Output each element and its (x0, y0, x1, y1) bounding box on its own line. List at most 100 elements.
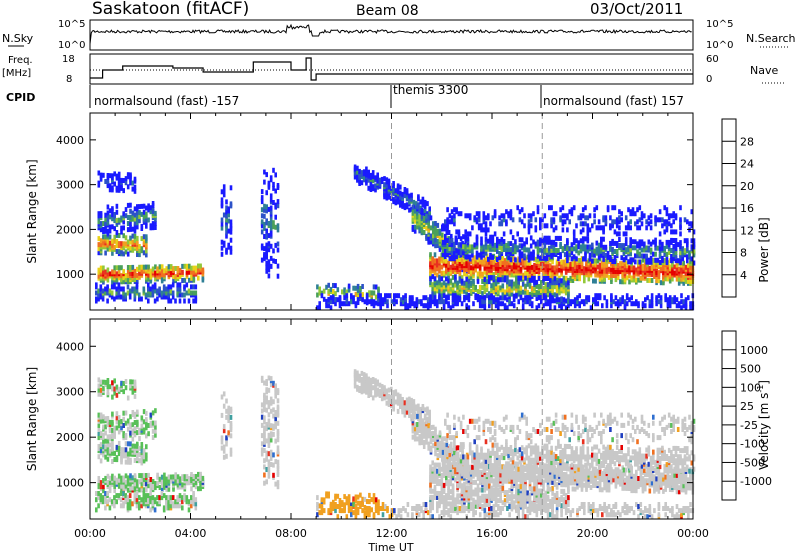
heatmap-cell (183, 284, 186, 290)
heatmap-cell (111, 238, 114, 244)
heatmap-cell (274, 481, 277, 487)
heatmap-cell (201, 475, 205, 481)
heatmap-cell (119, 491, 123, 496)
heatmap-cell (647, 215, 651, 221)
heatmap-cell (122, 286, 125, 292)
heatmap-cell (418, 226, 421, 232)
heatmap-cell (630, 301, 633, 307)
heatmap-cell (451, 274, 455, 280)
heatmap-cell (318, 290, 321, 296)
heatmap-cell (322, 288, 326, 294)
heatmap-cell (636, 219, 639, 225)
heatmap-cell (368, 499, 371, 505)
heatmap-cell (126, 451, 130, 457)
heatmap-cell (117, 429, 121, 435)
heatmap-cell (197, 275, 200, 281)
heatmap-cell (459, 211, 463, 217)
heatmap-cell (227, 242, 230, 248)
heatmap-cell (199, 471, 202, 477)
heatmap-cell (136, 224, 139, 230)
heatmap-cell (115, 217, 119, 223)
heatmap-cell (658, 239, 662, 245)
heatmap-cell (476, 271, 480, 277)
heatmap-cell (101, 288, 105, 294)
heatmap-cell (503, 303, 507, 309)
heatmap-cell (115, 290, 118, 296)
heatmap-cell (543, 213, 547, 219)
heatmap-cell (154, 221, 157, 226)
heatmap-cell (596, 293, 600, 299)
heatmap-cell (416, 214, 419, 220)
heatmap-cell (97, 288, 100, 294)
heatmap-cell (619, 261, 622, 267)
heatmap-cell (276, 398, 280, 404)
heatmap-cell (104, 379, 107, 385)
heatmap-cell (138, 427, 141, 433)
heatmap-cell (120, 177, 123, 183)
heatmap-cell (269, 408, 273, 414)
heatmap-cell (427, 221, 430, 227)
heatmap-cell (265, 172, 268, 178)
heatmap-cell (578, 293, 581, 299)
heatmap-cell (460, 301, 464, 307)
heatmap-cell (481, 291, 484, 297)
heatmap-cell (102, 221, 105, 226)
heatmap-cell (129, 271, 132, 276)
heatmap-cell (474, 259, 477, 265)
heatmap-cell (671, 297, 674, 303)
heatmap-cell (670, 237, 673, 243)
heatmap-cell (625, 293, 629, 299)
heatmap-cell (113, 269, 116, 275)
heatmap-cell (99, 387, 103, 393)
heatmap-cell (133, 268, 137, 274)
heatmap-cell (140, 473, 144, 479)
heatmap-cell (269, 423, 273, 429)
heatmap-cell (515, 279, 518, 285)
heatmap-cell (507, 211, 510, 217)
heatmap-cell (403, 187, 407, 192)
heatmap-cell (456, 445, 460, 451)
heatmap-cell (374, 497, 378, 503)
heatmap-cell (534, 217, 538, 223)
heatmap-cell (544, 282, 548, 288)
heatmap-cell (133, 216, 137, 222)
heatmap-cell (607, 274, 611, 280)
heatmap-cell (465, 261, 468, 267)
power-heatmap (95, 164, 696, 311)
heatmap-cell (361, 496, 364, 502)
heatmap-cell (265, 204, 268, 210)
heatmap-cell (570, 242, 574, 248)
heatmap-cell (560, 303, 563, 309)
heatmap-cell (108, 208, 112, 214)
heatmap-cell (469, 269, 473, 275)
heatmap-cell (377, 499, 380, 505)
heatmap-cell (360, 170, 364, 176)
heatmap-cell (481, 259, 484, 265)
heatmap-cell (383, 385, 386, 391)
heatmap-cell (459, 236, 463, 242)
heatmap-cell (151, 284, 155, 290)
heatmap-cell (135, 282, 139, 288)
heatmap-cell (436, 243, 440, 248)
heatmap-cell (149, 286, 152, 292)
heatmap-cell (536, 205, 540, 211)
heatmap-cell (108, 505, 112, 511)
heatmap-cell (630, 275, 633, 281)
freq-label-line2: [MHz] (2, 68, 31, 79)
heatmap-cell (511, 217, 515, 223)
heatmap-cell (436, 258, 439, 264)
heatmap-cell (115, 249, 119, 254)
heatmap-cell (160, 491, 164, 496)
heatmap-cell (145, 452, 148, 458)
heatmap-cell (387, 393, 391, 399)
heatmap-cell (422, 230, 426, 235)
heatmap-cell (138, 501, 141, 507)
heatmap-cell (444, 233, 447, 239)
heatmap-cell (120, 225, 123, 231)
heatmap-cell (472, 301, 475, 307)
heatmap-cell (185, 263, 189, 269)
heatmap-cell (529, 213, 533, 219)
heatmap-cell (503, 289, 507, 295)
heatmap-cell (147, 286, 150, 292)
heatmap-cell (483, 257, 487, 263)
